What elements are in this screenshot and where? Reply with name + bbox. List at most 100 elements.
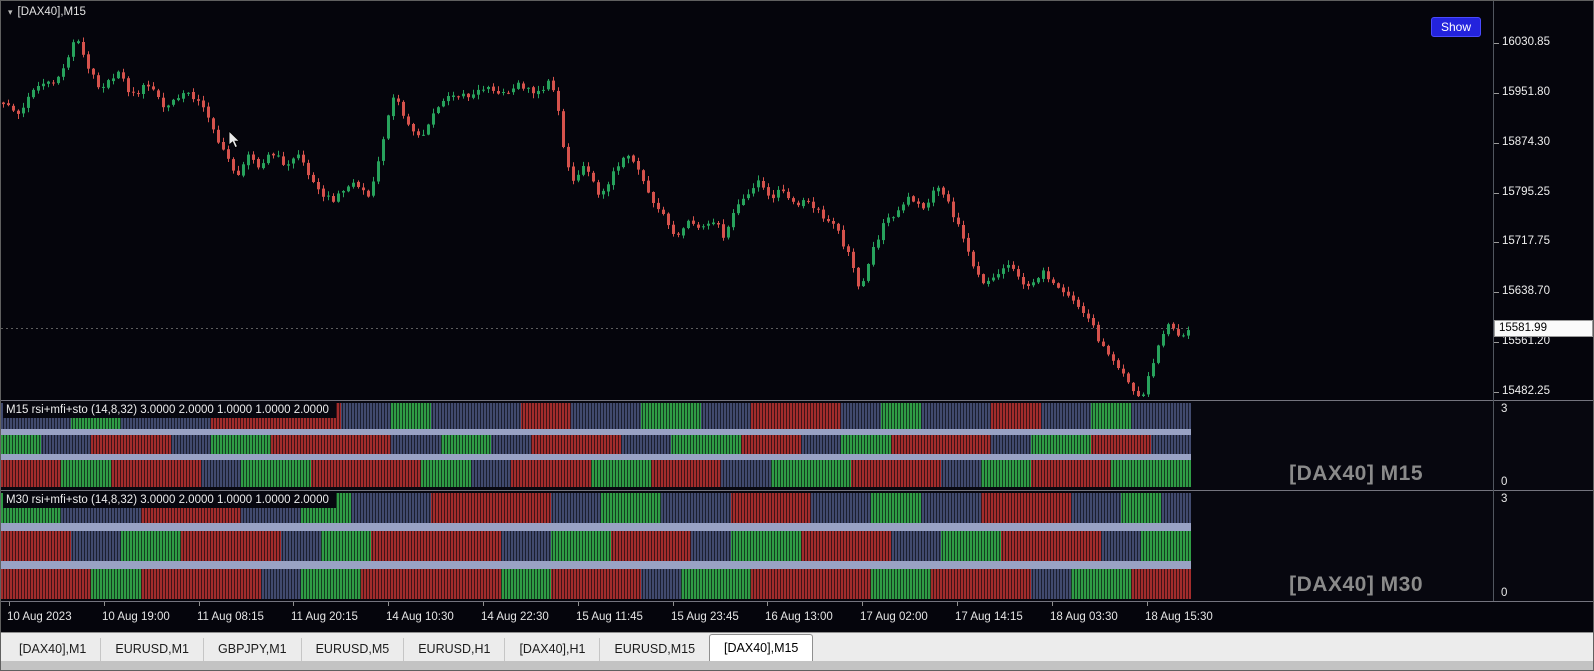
indicator-segment xyxy=(601,493,661,523)
chart-dropdown-icon[interactable]: ▾ xyxy=(8,7,13,17)
price-axis-tick xyxy=(1494,292,1499,293)
time-axis-tick xyxy=(199,602,200,606)
chart-tab[interactable]: EURUSD,M1 xyxy=(101,638,205,661)
indicator-segment xyxy=(981,493,1071,523)
time-axis-tick xyxy=(9,602,10,606)
indicator-segment xyxy=(751,569,871,599)
chart-tab[interactable]: EURUSD,H1 xyxy=(404,638,506,661)
indicator-segment xyxy=(91,435,171,454)
price-axis-tick xyxy=(1494,392,1499,393)
indicator-segment xyxy=(841,435,891,454)
indicator-segment xyxy=(111,460,201,487)
indicator-level-band xyxy=(1,429,1191,435)
indicator-segment xyxy=(681,569,751,599)
time-axis-label: 16 Aug 13:00 xyxy=(765,611,833,623)
indicator-segment xyxy=(801,531,891,561)
time-axis-tick xyxy=(293,602,294,606)
price-axis-tick xyxy=(1494,43,1499,44)
chart-tab[interactable]: EURUSD,M15 xyxy=(600,638,711,661)
chart-tab[interactable]: [DAX40],M1 xyxy=(5,638,102,661)
time-axis-tick xyxy=(388,602,389,606)
chart-tab[interactable]: [DAX40],H1 xyxy=(505,638,601,661)
main-chart-area[interactable]: ▾ [DAX40],M15 Show 16030.85 15951.80 15874.… xyxy=(1,1,1594,400)
indicator-segment xyxy=(321,531,371,561)
indicator-level-band xyxy=(1,454,1191,460)
indicator-level-band xyxy=(1,561,1191,569)
indicator-segment xyxy=(551,531,611,561)
price-axis-tick xyxy=(1494,193,1499,194)
indicator-segment xyxy=(441,435,491,454)
time-axis-tick xyxy=(767,602,768,606)
indicator-segment xyxy=(611,531,691,561)
indicator-segment xyxy=(391,403,431,429)
price-axis-separator xyxy=(1493,1,1494,601)
watermark-m15: [DAX40] M15 xyxy=(1289,462,1423,485)
time-axis-label: 14 Aug 22:30 xyxy=(481,611,549,623)
price-axis-tick xyxy=(1494,93,1499,94)
indicator-segment xyxy=(1031,435,1091,454)
indicator-segment xyxy=(741,435,801,454)
indicator-segment xyxy=(1141,531,1191,561)
indicator-level-band xyxy=(1,523,1191,531)
time-axis-label: 11 Aug 20:15 xyxy=(291,611,358,623)
indicator-segment xyxy=(1091,403,1131,429)
indicator-segment xyxy=(671,435,741,454)
indicator-segment xyxy=(771,460,851,487)
indicator-segment xyxy=(931,569,1031,599)
time-axis-tick xyxy=(1052,602,1053,606)
price-axis-label: 15795.25 xyxy=(1502,186,1550,198)
indicator-panel-m15[interactable]: M15 rsi+mfi+sto (14,8,32) 3.0000 2.0000 … xyxy=(1,400,1593,490)
indicator-segment xyxy=(371,531,501,561)
indicator-segment xyxy=(551,569,641,599)
price-axis-tick xyxy=(1494,143,1499,144)
candlestick-chart[interactable] xyxy=(1,1,1594,400)
indicator-segment xyxy=(1,435,41,454)
time-axis-label: 10 Aug 2023 xyxy=(7,611,72,623)
time-axis-tick xyxy=(578,602,579,606)
indicator-segment xyxy=(241,460,311,487)
indicator-header-m30: M30 rsi+mfi+sto (14,8,32) 3.0000 2.0000 … xyxy=(3,493,336,508)
price-axis[interactable]: 16030.85 15951.80 15874.30 15795.25 15717.75… xyxy=(1494,1,1593,400)
indicator-row xyxy=(1,569,1191,599)
time-axis-label: 14 Aug 10:30 xyxy=(386,611,454,623)
indicator-segment xyxy=(1,531,71,561)
indicator-scale-max: 3 xyxy=(1501,403,1508,415)
window-bottom-edge xyxy=(1,661,1593,670)
indicator-segment xyxy=(591,460,651,487)
chart-tab[interactable]: GBPJPY,M1 xyxy=(204,638,302,661)
indicator-segment xyxy=(311,460,421,487)
indicator-segment xyxy=(1,460,61,487)
show-button[interactable]: Show xyxy=(1431,17,1482,37)
current-price-badge: 15581.99 xyxy=(1494,320,1593,337)
time-axis-label: 17 Aug 02:00 xyxy=(860,611,928,623)
indicator-segment xyxy=(1111,460,1191,487)
time-axis[interactable]: 10 Aug 2023 10 Aug 19:00 11 Aug 08:15 11 Au… xyxy=(1,601,1593,632)
indicator-segment xyxy=(1,569,91,599)
indicator-segment xyxy=(941,531,1001,561)
indicator-segment xyxy=(61,460,111,487)
time-axis-tick xyxy=(862,602,863,606)
time-axis-label: 17 Aug 14:15 xyxy=(955,611,1023,623)
time-axis-label: 10 Aug 19:00 xyxy=(102,611,170,623)
time-axis-tick xyxy=(1147,602,1148,606)
indicator-segment xyxy=(731,531,801,561)
indicator-segment xyxy=(181,531,281,561)
indicator-segment xyxy=(881,403,921,429)
indicator-segment xyxy=(651,460,721,487)
indicator-scale-min: 0 xyxy=(1501,587,1508,599)
indicator-segment xyxy=(981,460,1031,487)
price-axis-tick xyxy=(1494,342,1499,343)
indicator-segment xyxy=(211,435,271,454)
indicator-segment xyxy=(641,403,701,429)
time-axis-label: 18 Aug 15:30 xyxy=(1145,611,1213,623)
indicator-segment xyxy=(1131,569,1191,599)
chart-tab[interactable]: EURUSD,M5 xyxy=(302,638,405,661)
price-axis-tick xyxy=(1494,242,1499,243)
indicator-panel-m30[interactable]: M30 rsi+mfi+sto (14,8,32) 3.0000 2.0000 … xyxy=(1,490,1593,601)
time-axis-label: 18 Aug 03:30 xyxy=(1050,611,1118,623)
price-axis-label: 15717.75 xyxy=(1502,235,1550,247)
chart-tab[interactable]: [DAX40],M15 xyxy=(709,634,814,661)
time-axis-label: 15 Aug 11:45 xyxy=(576,611,643,623)
indicator-segment xyxy=(421,460,471,487)
